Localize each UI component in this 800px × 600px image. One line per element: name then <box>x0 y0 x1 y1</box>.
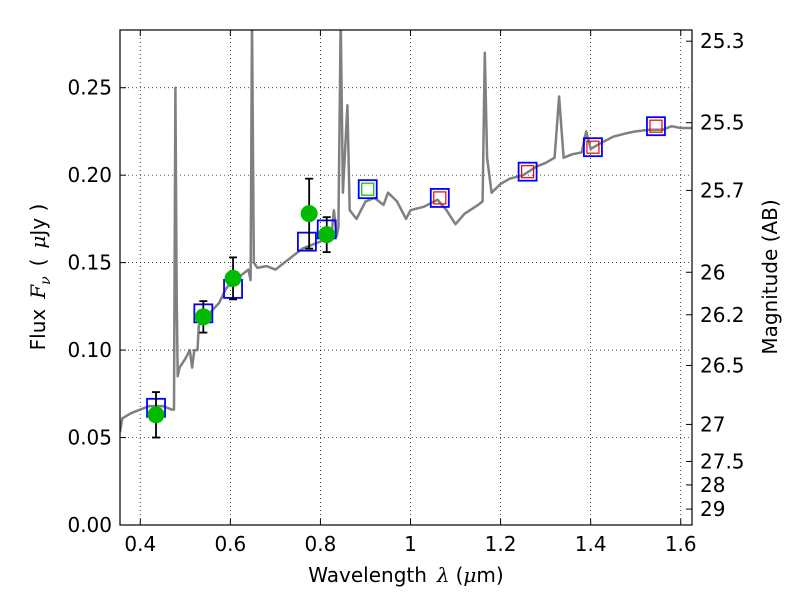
magnitude-tick-label: 26 <box>700 260 725 284</box>
plot-series <box>120 30 692 439</box>
synthetic-photometry-square <box>297 231 317 252</box>
observed-photometry-point <box>194 308 212 326</box>
plot-area <box>120 30 692 439</box>
x-tick-label: 1.4 <box>575 532 607 556</box>
observed-photometry-point <box>300 205 318 223</box>
x-tick-label: 0.6 <box>214 532 246 556</box>
magnitude-tick-label: 27 <box>700 412 725 436</box>
observed-photometry-point <box>224 269 242 287</box>
inner-photometry-square <box>586 140 600 154</box>
magnitude-axis-title: Magnitude (AB) <box>758 199 782 354</box>
inner-photometry-square <box>361 182 375 196</box>
y-tick-label: 0.25 <box>67 76 112 100</box>
y-tick-label: 0.15 <box>67 251 112 275</box>
model-spectrum-line <box>120 30 692 433</box>
magnitude-tick-label: 26.2 <box>700 303 745 327</box>
magnitude-tick-label: 27.5 <box>700 450 745 474</box>
x-tick-label: 1 <box>404 532 417 556</box>
y-tick-label: 0.10 <box>67 338 112 362</box>
synthetic-photometry-square <box>357 179 378 200</box>
magnitude-tick-label: 25.3 <box>700 29 745 53</box>
plot-frame <box>119 29 693 526</box>
y-axis-title: FluxFν(μJy ) <box>26 204 54 351</box>
x-tick-label: 1.2 <box>485 532 517 556</box>
magnitude-tick-label: 26.5 <box>700 353 745 377</box>
magnitude-tick-label: 29 <box>700 497 725 521</box>
x-tick-label: 1.6 <box>665 532 697 556</box>
synthetic-photometry-square <box>429 188 450 208</box>
magnitude-tick-label: 25.5 <box>700 111 745 135</box>
inner-photometry-square <box>433 191 447 205</box>
observed-photometry-point <box>147 406 165 424</box>
y-tick-label: 0.20 <box>67 163 112 187</box>
inner-photometry-square <box>649 119 663 133</box>
x-tick-label: 0.8 <box>305 532 337 556</box>
magnitude-tick-label: 25.7 <box>700 178 745 202</box>
y-tick-label: 0.00 <box>67 513 112 537</box>
observed-photometry-point <box>318 226 336 244</box>
magnitude-tick-label: 28 <box>700 473 725 497</box>
x-axis-title: Wavelength λ (μm) <box>308 563 503 587</box>
synthetic-photometry-square <box>646 116 666 137</box>
inner-photometry-square <box>521 165 535 179</box>
synthetic-photometry-square <box>583 137 603 158</box>
y-tick-label: 0.05 <box>67 426 112 450</box>
x-tick-label: 0.4 <box>124 532 156 556</box>
axis-ticks: 0.4 0.6 0.8 1 1.2 1.4 1.6 0.00 0.05 0.10 0.15 0.20 0… <box>67 29 744 556</box>
synthetic-photometry-square <box>517 161 538 182</box>
